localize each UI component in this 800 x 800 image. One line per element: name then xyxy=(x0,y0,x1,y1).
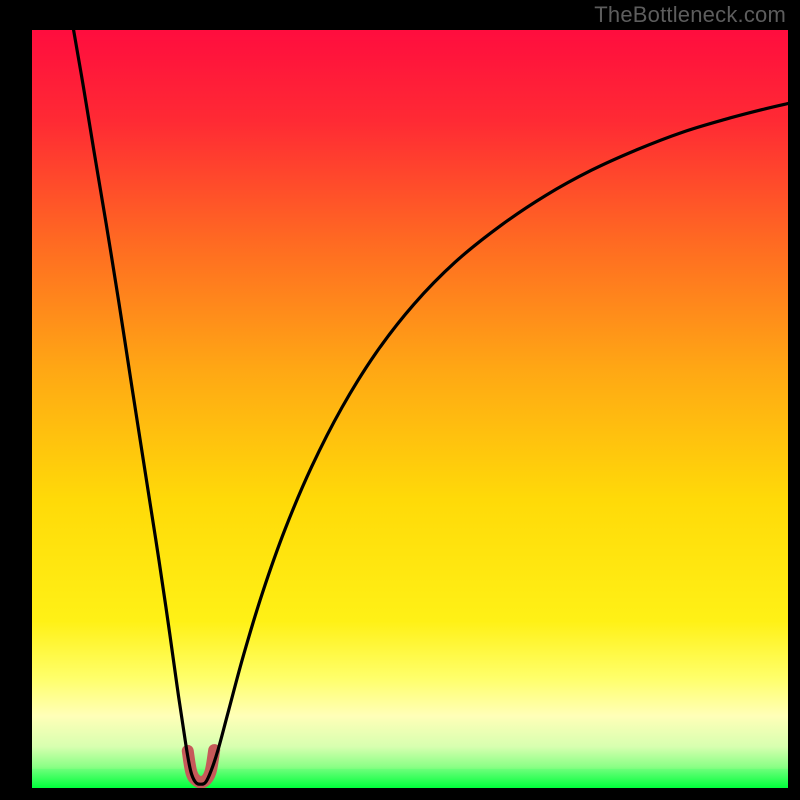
watermark-text: TheBottleneck.com xyxy=(594,2,786,28)
bottleneck-curve-path xyxy=(74,30,788,784)
curve-layer xyxy=(32,30,788,788)
plot-area xyxy=(32,30,788,788)
